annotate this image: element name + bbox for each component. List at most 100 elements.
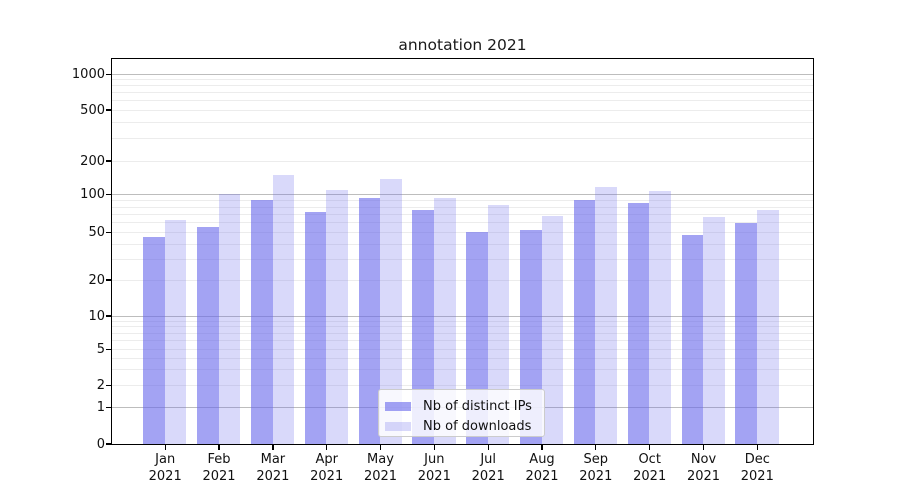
bar-downloads-jun <box>433 198 456 444</box>
x-tick-month: Sep <box>583 452 609 467</box>
gridline-minor <box>111 369 813 371</box>
y-tick <box>105 279 112 281</box>
gridline-minor <box>111 326 813 328</box>
x-tick-year: 2021 <box>363 468 398 484</box>
x-tick <box>756 444 758 450</box>
x-tick-year: 2021 <box>148 468 182 484</box>
y-tick <box>105 443 112 445</box>
x-tick-year: 2021 <box>471 468 505 484</box>
y-tick-label: 10 <box>88 308 105 324</box>
bar-ips-oct <box>627 202 650 444</box>
y-tick-label: 2 <box>96 377 105 393</box>
legend-swatch-distinct-ips <box>385 401 411 411</box>
x-tick-month: Jul <box>480 452 497 467</box>
x-tick-month: Jun <box>424 452 445 467</box>
gridline-minor <box>111 200 813 202</box>
x-tick-month: Apr <box>315 452 338 467</box>
x-tick <box>433 444 435 450</box>
gridline-minor <box>111 160 813 162</box>
bar-downloads-nov <box>703 217 725 444</box>
x-tick <box>326 444 328 450</box>
x-tick-label: Dec 2021 <box>725 452 789 485</box>
bar-downloads-dec <box>756 209 779 444</box>
legend-swatch-downloads <box>385 421 411 431</box>
x-tick-year: 2021 <box>740 468 774 484</box>
x-tick <box>272 444 274 450</box>
bar-ips-mar <box>250 199 273 444</box>
y-tick-label: 50 <box>88 225 105 241</box>
x-tick-label: May 2021 <box>349 452 413 485</box>
x-tick-month: Mar <box>260 452 286 467</box>
x-tick-month: May <box>367 452 394 467</box>
legend-label-distinct-ips: Nb of distinct IPs <box>423 398 532 414</box>
x-tick-label: Apr 2021 <box>295 452 359 485</box>
x-tick <box>541 444 543 450</box>
x-tick <box>595 444 597 450</box>
gridline-minor <box>111 206 813 208</box>
y-tick <box>105 315 112 317</box>
gridline-major <box>111 73 813 75</box>
bar-downloads-sep <box>595 186 618 444</box>
y-tick-label: 5 <box>96 341 105 357</box>
x-tick <box>218 444 220 450</box>
y-tick-label: 1000 <box>71 66 105 82</box>
bar-ips-feb <box>197 227 219 444</box>
gridline-minor <box>111 320 813 322</box>
gridline-minor <box>111 332 813 334</box>
gridline-minor <box>111 109 813 111</box>
bar-ips-jun <box>412 209 434 444</box>
bar-downloads-may <box>380 179 402 444</box>
gridline-minor <box>111 243 813 245</box>
x-tick-label: Sep 2021 <box>564 452 628 485</box>
x-tick-month: Nov <box>690 452 717 467</box>
x-tick-year: 2021 <box>633 468 667 484</box>
x-tick-year: 2021 <box>256 468 290 484</box>
x-tick-label: Nov 2021 <box>672 452 736 485</box>
bar-downloads-apr <box>326 190 348 444</box>
gridline-minor <box>111 79 813 81</box>
x-tick-year: 2021 <box>525 468 559 484</box>
gridline-minor <box>111 232 813 234</box>
gridline-minor <box>111 384 813 386</box>
y-tick-label: 20 <box>88 272 105 288</box>
y-tick-label: 500 <box>80 102 105 118</box>
x-tick-label: Jul 2021 <box>456 452 520 485</box>
y-tick <box>105 232 112 234</box>
gridline-major <box>111 315 813 317</box>
y-tick-label: 200 <box>80 153 105 169</box>
x-tick <box>487 444 489 450</box>
x-tick-label: Mar 2021 <box>241 452 305 485</box>
bar-downloads-jul <box>487 205 510 444</box>
legend: Nb of distinct IPs Nb of downloads <box>378 389 545 437</box>
gridline-major <box>111 194 813 196</box>
x-tick <box>379 444 382 450</box>
gridline-minor <box>111 279 813 281</box>
gridline-minor <box>111 258 813 260</box>
x-tick-label: Aug 2021 <box>510 452 574 485</box>
gridline-minor <box>111 122 813 124</box>
bar-downloads-jan <box>164 219 187 444</box>
bar-downloads-oct <box>649 191 671 444</box>
gridline-minor <box>111 92 813 94</box>
y-tick-label: 0 <box>96 436 105 452</box>
gridline-minor <box>111 100 813 102</box>
bar-ips-sep <box>573 199 596 444</box>
gridline-minor <box>111 85 813 87</box>
x-tick-year: 2021 <box>310 468 344 484</box>
x-tick-label: Feb 2021 <box>187 452 251 485</box>
x-tick-year: 2021 <box>417 468 451 484</box>
legend-item-downloads: Nb of downloads <box>385 416 544 436</box>
bar-downloads-feb <box>218 194 241 444</box>
x-tick-label: Jun 2021 <box>402 452 466 485</box>
plot-area <box>110 57 814 445</box>
gridline-minor <box>111 348 813 350</box>
legend-label-downloads: Nb of downloads <box>423 418 532 434</box>
x-tick-year: 2021 <box>202 468 236 484</box>
gridline-minor <box>111 357 813 359</box>
x-tick-month: Oct <box>638 452 661 467</box>
gridline-minor <box>111 222 813 224</box>
y-tick <box>105 348 112 350</box>
bar-downloads-mar <box>272 174 295 444</box>
chart-title: annotation 2021 <box>398 36 527 54</box>
